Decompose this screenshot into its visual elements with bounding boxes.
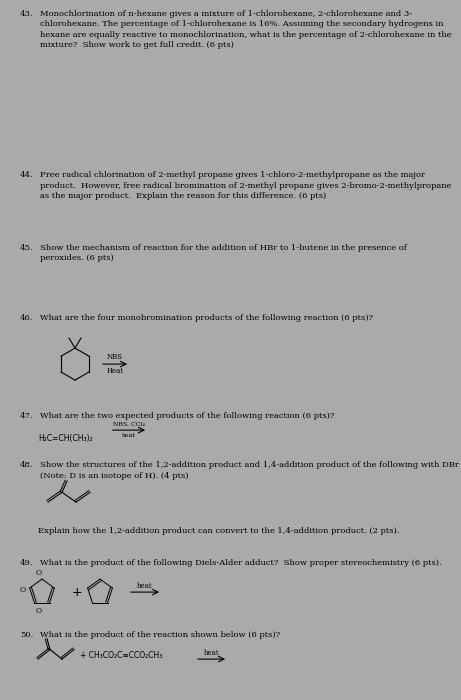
- Text: What is the product of the reaction shown below (6 pts)?: What is the product of the reaction show…: [40, 631, 280, 639]
- Text: NBS, CCl₄: NBS, CCl₄: [113, 422, 145, 427]
- Text: Free radical chlorination of 2-methyl propane gives 1-chloro-2-methylpropane as : Free radical chlorination of 2-methyl pr…: [40, 171, 451, 200]
- Text: +: +: [72, 586, 83, 598]
- Text: 47.: 47.: [20, 412, 34, 420]
- Text: Heat: Heat: [106, 367, 124, 375]
- Text: What are the two expected products of the following reaction (6 pts)?: What are the two expected products of th…: [40, 412, 334, 420]
- Text: What are the four monobromination products of the following reaction (6 pts)?: What are the four monobromination produc…: [40, 314, 373, 322]
- Text: heat: heat: [137, 582, 153, 590]
- Text: H₂C=CH(CH₃)₂: H₂C=CH(CH₃)₂: [38, 434, 93, 443]
- Text: O: O: [36, 607, 42, 615]
- Text: Show the structures of the 1,2-addition product and 1,4-addition product of the : Show the structures of the 1,2-addition …: [40, 461, 459, 480]
- Text: 46.: 46.: [20, 314, 33, 322]
- Text: Explain how the 1,2-addition product can convert to the 1,4-addition product. (2: Explain how the 1,2-addition product can…: [38, 527, 399, 535]
- Text: 44.: 44.: [20, 171, 34, 179]
- Text: Show the mechanism of reaction for the addition of HBr to 1-butene in the presen: Show the mechanism of reaction for the a…: [40, 244, 407, 262]
- Text: heat: heat: [204, 649, 219, 657]
- Text: What is the product of the following Diels-Alder adduct?  Show proper stereochem: What is the product of the following Die…: [40, 559, 442, 567]
- Text: 45.: 45.: [20, 244, 34, 252]
- Text: 43.: 43.: [20, 10, 34, 18]
- Text: O: O: [20, 586, 26, 594]
- Text: + CH₃CO₂C≡CCO₂CH₃: + CH₃CO₂C≡CCO₂CH₃: [80, 650, 162, 659]
- Text: Monochlorination of n-hexane gives a mixture of 1-chlorohexane, 2-chlorohexane a: Monochlorination of n-hexane gives a mix…: [40, 10, 452, 49]
- Text: 50.: 50.: [20, 631, 33, 639]
- Text: NBS: NBS: [107, 353, 123, 361]
- Text: heat: heat: [122, 433, 136, 438]
- Text: 49.: 49.: [20, 559, 34, 567]
- Text: O: O: [36, 569, 42, 577]
- Text: 48.: 48.: [20, 461, 34, 469]
